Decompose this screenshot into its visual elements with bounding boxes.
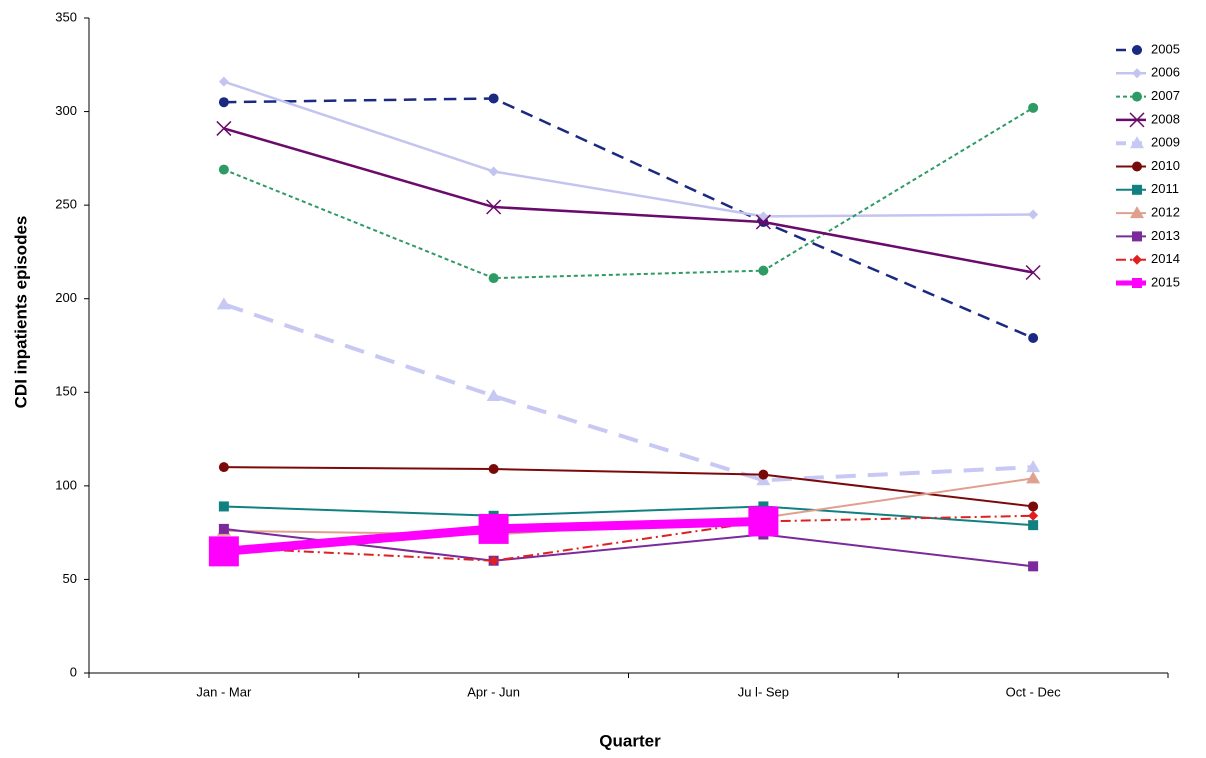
series-line bbox=[223, 80, 1034, 218]
legend-marker bbox=[1132, 91, 1142, 102]
y-tick-label: 300 bbox=[55, 103, 77, 118]
data-point bbox=[748, 506, 779, 537]
series-line bbox=[223, 505, 1034, 527]
y-tick-label: 50 bbox=[63, 571, 77, 586]
data-point bbox=[218, 462, 229, 473]
data-point bbox=[1028, 333, 1039, 344]
data-point bbox=[488, 166, 499, 177]
legend-marker bbox=[1129, 112, 1145, 128]
data-point bbox=[758, 469, 769, 480]
legend-label: 2009 bbox=[1151, 135, 1180, 150]
data-point bbox=[488, 93, 499, 104]
y-tick-label: 200 bbox=[55, 290, 77, 305]
y-tick-label: 100 bbox=[55, 477, 77, 492]
y-axis-title: CDI inpatients episodes bbox=[11, 216, 30, 409]
legend-marker bbox=[1132, 231, 1142, 242]
legend-label: 2012 bbox=[1151, 205, 1180, 220]
legend-marker bbox=[1132, 254, 1142, 265]
data-point bbox=[216, 297, 231, 310]
y-tick-label: 150 bbox=[55, 384, 77, 399]
data-point bbox=[1028, 501, 1039, 512]
series-line bbox=[223, 97, 1034, 340]
legend-label: 2010 bbox=[1151, 158, 1180, 173]
data-point bbox=[755, 214, 771, 230]
legend-label: 2013 bbox=[1151, 228, 1180, 243]
data-point bbox=[486, 199, 502, 215]
data-point bbox=[1025, 264, 1041, 281]
data-point bbox=[1028, 102, 1039, 113]
legend-label: 2014 bbox=[1151, 251, 1180, 266]
series-line bbox=[223, 514, 1034, 562]
legend-marker bbox=[1132, 68, 1142, 79]
legend-marker bbox=[1132, 45, 1142, 55]
data-point bbox=[1028, 561, 1039, 572]
series-line bbox=[223, 302, 1034, 483]
data-point bbox=[478, 513, 509, 544]
data-point bbox=[758, 265, 769, 276]
y-tick-label: 350 bbox=[55, 9, 77, 24]
legend-marker bbox=[1130, 206, 1144, 219]
legend-label: 2005 bbox=[1151, 41, 1180, 56]
data-point bbox=[488, 555, 499, 566]
data-point bbox=[218, 501, 229, 512]
x-tick-label: Apr - Jun bbox=[467, 684, 520, 699]
data-point bbox=[1026, 460, 1041, 473]
legend-marker bbox=[1132, 184, 1142, 195]
series-line bbox=[223, 466, 1034, 508]
x-tick-label: Jan - Mar bbox=[196, 684, 252, 699]
legend-label: 2006 bbox=[1151, 65, 1180, 80]
legend-label: 2008 bbox=[1151, 111, 1180, 126]
legend-label: 2015 bbox=[1151, 274, 1180, 289]
legend-label: 2007 bbox=[1151, 88, 1180, 103]
data-point bbox=[488, 464, 499, 475]
data-point bbox=[1028, 510, 1039, 521]
legend-marker bbox=[1132, 161, 1142, 172]
data-point bbox=[216, 120, 232, 136]
series-line bbox=[223, 527, 1034, 568]
data-point bbox=[218, 164, 229, 175]
x-axis-title: Quarter bbox=[599, 731, 661, 750]
data-point bbox=[218, 97, 229, 108]
x-tick-label: Ju l- Sep bbox=[738, 684, 789, 699]
data-point bbox=[1026, 471, 1041, 484]
legend-label: 2011 bbox=[1151, 181, 1179, 196]
data-point bbox=[208, 536, 239, 567]
series-line bbox=[223, 127, 1034, 274]
data-point bbox=[218, 523, 229, 534]
data-point bbox=[1028, 520, 1039, 531]
data-point bbox=[218, 76, 229, 87]
y-tick-label: 0 bbox=[70, 664, 77, 679]
data-point bbox=[1028, 209, 1039, 220]
legend-marker bbox=[1132, 278, 1142, 288]
data-point bbox=[486, 389, 501, 402]
x-tick-label: Oct - Dec bbox=[1006, 684, 1061, 699]
data-point bbox=[488, 273, 499, 284]
legend-marker bbox=[1130, 136, 1144, 149]
y-tick-label: 250 bbox=[55, 197, 77, 212]
